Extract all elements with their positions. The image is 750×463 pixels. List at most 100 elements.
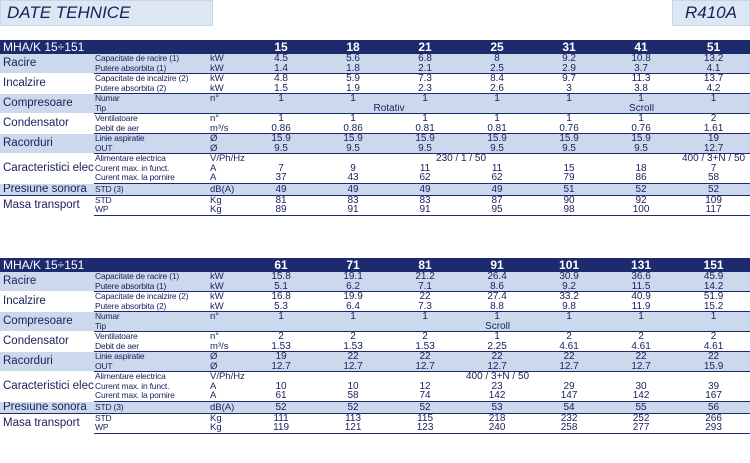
value-cell: 92: [635, 195, 647, 205]
merged-value: Rotativ: [245, 103, 534, 114]
table-row: Racire Capacitate de racire (1) kW 15.8 19.1…: [0, 272, 750, 292]
param-label: Alimentare electrica: [95, 371, 166, 382]
tech-table-2: MHA/K 15÷151 61 71 81 91 101 131 151 Racire Capac…: [0, 258, 750, 434]
param-label: Putere absorbita (2): [94, 83, 200, 94]
value-cell: 0.76: [605, 123, 678, 134]
value-cell: 8: [461, 54, 534, 64]
unit-label: [200, 321, 246, 332]
value-cell: 115: [417, 413, 434, 423]
value-cell: 218: [488, 413, 506, 423]
model-label: MHA/K 15÷151: [0, 40, 246, 54]
merged-value: Scroll: [533, 103, 750, 114]
header-row: MHA/K 15÷151 61 71 81 91 101 131 151: [0, 258, 750, 272]
unit-label: Ø: [200, 143, 246, 154]
param-label: WP: [94, 423, 200, 434]
value-cell: 7: [278, 163, 284, 174]
value-cell: 1: [533, 93, 606, 104]
unit-label: n°: [200, 311, 246, 322]
value-cell: 1.53: [317, 341, 390, 352]
value-cell: 52: [389, 401, 462, 414]
category-label: Condensator: [0, 331, 94, 352]
value-cell: 54: [533, 401, 606, 414]
value-cell: 8.6: [461, 281, 534, 292]
param-label: Capacitate de racire (1): [94, 272, 200, 282]
value-cell: 0.86: [317, 123, 390, 134]
unit-label: m³/s: [200, 123, 246, 134]
param-label: Curent max. la pornire: [94, 173, 200, 184]
value-cell: 29: [563, 381, 575, 392]
value-cell: 11.5: [605, 281, 678, 292]
param-label: Curent max. la pornire: [94, 391, 200, 402]
param-label: STD (3): [94, 183, 200, 196]
value-cell: 16.8: [271, 291, 291, 302]
value-cell: 79: [533, 173, 606, 184]
value-cell: 3: [533, 83, 606, 94]
unit-label: A: [200, 173, 246, 184]
category-label: Masa transport: [0, 413, 94, 434]
value-cell: 86: [605, 173, 678, 184]
value-cell: 232: [560, 413, 578, 423]
value-cell: 258: [533, 423, 606, 434]
category-label: Incalzire: [0, 73, 94, 94]
merged-value: 400 / 3+N / 50: [465, 371, 530, 382]
value-cell: 52: [605, 183, 678, 196]
unit-label: A: [210, 163, 217, 173]
param-label: Linie aspiratie: [94, 133, 200, 144]
value-cell: 277: [605, 423, 678, 434]
value-cell: 7.3: [389, 301, 462, 312]
unit-label: n°: [210, 113, 220, 124]
value-cell: 15.8: [245, 272, 318, 282]
column-header: 61: [245, 258, 318, 272]
table-row: Compresoare Numar n° 1 1 1 1 1 1 1: [0, 311, 750, 332]
value-cell: 61: [245, 391, 318, 402]
value-cell: 98: [533, 205, 606, 216]
category-label: Condensator: [0, 113, 94, 134]
category-label: Caracteristici electrice: [0, 153, 94, 184]
value-cell: 5.1: [245, 281, 318, 292]
category-label: Incalzire: [0, 291, 94, 312]
value-cell: 10.8: [605, 54, 678, 64]
value-cell: 81: [275, 195, 287, 205]
value-cell: 39: [707, 381, 720, 392]
param-label: Linie aspiratie: [94, 351, 200, 362]
param-label: Debit de aer: [94, 341, 200, 352]
value-cell: 15.9: [461, 133, 534, 144]
value-cell: 18: [635, 163, 647, 174]
value-cell: 49: [389, 183, 462, 196]
table-row: Curent max. in funct. A 10 10 12 23 29 30 39: [0, 382, 750, 392]
param-label: WP: [94, 205, 200, 216]
unit-label: n°: [200, 93, 246, 104]
value-cell: 1: [317, 93, 390, 104]
param-label: Tip: [94, 321, 200, 332]
value-cell: 49: [245, 183, 318, 196]
value-cell: 2: [278, 331, 284, 342]
unit-label: Ø: [200, 361, 246, 372]
model-label: MHA/K 15÷151: [0, 258, 246, 272]
unit-label: Ø: [200, 351, 246, 362]
value-cell: 8.8: [461, 301, 534, 312]
value-cell: 30.9: [533, 272, 606, 282]
value-cell: 2: [710, 331, 717, 342]
unit-label: Kg: [200, 205, 246, 216]
value-cell: 15.9: [389, 133, 462, 144]
value-cell: 22: [533, 351, 606, 362]
value-cell: 0.81: [389, 123, 462, 134]
value-cell: 1: [494, 113, 500, 124]
value-cell: 9.5: [461, 143, 534, 154]
value-cell: 15.9: [605, 133, 678, 144]
value-cell: 2.1: [389, 63, 462, 74]
value-cell: 10: [347, 381, 359, 392]
value-cell: 1: [422, 113, 428, 124]
table-row: Condensator Ventilatoare n° 1 1 1 1 1 1 2: [0, 113, 750, 134]
value-cell: 90: [563, 195, 575, 205]
column-header: 18: [317, 40, 390, 54]
value-cell: 9.2: [533, 54, 606, 64]
value-cell: 56: [677, 401, 750, 414]
value-cell: 1: [605, 93, 678, 104]
category-label: Racire: [0, 272, 94, 292]
param-label: Putere absorbita (2): [94, 301, 200, 312]
value-cell: 7.1: [389, 281, 462, 292]
value-cell: 6.4: [317, 301, 390, 312]
value-cell: 109: [705, 195, 722, 205]
category-label: Presiune sonora: [0, 183, 94, 196]
